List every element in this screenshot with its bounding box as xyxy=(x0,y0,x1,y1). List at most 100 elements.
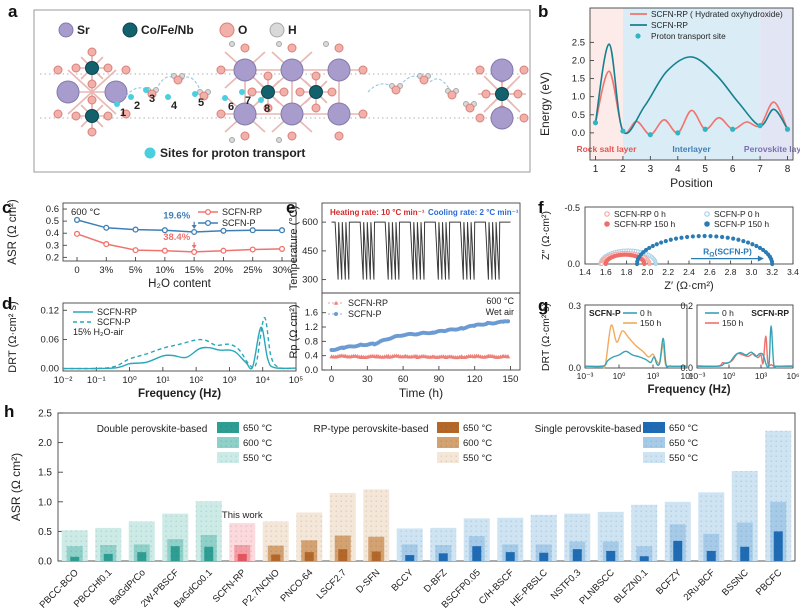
impedance-point xyxy=(654,242,659,247)
impedance-point xyxy=(725,235,730,240)
proton-site-dot xyxy=(192,91,198,97)
x-tick: 2.6 xyxy=(704,267,716,277)
legend-label: Proton transport site xyxy=(651,31,726,41)
x-tick: 10⁶ xyxy=(681,371,694,381)
legend-temp-label: 550 °C xyxy=(243,453,272,464)
legend-label: 150 h xyxy=(722,318,744,328)
oxygen-atom xyxy=(71,63,81,73)
x-tick: 10⁰ xyxy=(613,371,626,381)
panel-label-e: e xyxy=(286,198,296,217)
x-axis-label: H₂O content xyxy=(148,278,211,290)
oxygen-atom xyxy=(53,65,63,75)
hydrogen-atom xyxy=(276,137,282,143)
sr-atom xyxy=(490,58,514,82)
x-axis-label: Frequency (Hz) xyxy=(647,384,730,396)
x-tick: 90 xyxy=(434,374,445,385)
x-tick: 3.2 xyxy=(766,267,778,277)
proton-site-dot xyxy=(239,89,245,95)
oxygen-atom xyxy=(295,87,305,97)
panel-label-h: h xyxy=(4,402,15,421)
bar-category-label: 2Ru-BCF xyxy=(682,567,718,603)
co/fe/nb-legend-swatch xyxy=(122,22,138,38)
panel-label-g: g xyxy=(538,296,549,315)
site-number: 4 xyxy=(171,100,178,112)
legend-temp-label: 650 °C xyxy=(243,423,272,434)
oxygen-atom xyxy=(87,47,97,57)
y-tick: 0.4 xyxy=(46,228,59,239)
x-tick: 10³ xyxy=(223,375,237,386)
panel-b: b Rock salt layer Interlayer Perovskite la… xyxy=(535,0,800,195)
x-tick: 10⁰ xyxy=(122,375,137,386)
y-tick: 0.5 xyxy=(572,110,585,121)
y-tick: 0.0 xyxy=(38,557,52,568)
oxygen-atom xyxy=(87,95,97,105)
oxygen-atom xyxy=(358,65,368,75)
y-tick: 2.0 xyxy=(38,438,52,449)
plot-frame xyxy=(321,292,521,371)
x-tick: 3.0 xyxy=(745,267,757,277)
legend-temp-label: 550 °C xyxy=(463,453,492,464)
x-axis-label: Frequency (Hz) xyxy=(138,388,221,400)
sr-atom xyxy=(233,102,257,126)
x-axis-label: Z′ (Ω·cm²) xyxy=(664,280,713,292)
legend-label: SCFN-P 150 h xyxy=(714,219,769,229)
series-150-h xyxy=(696,335,794,368)
o-legend-swatch xyxy=(219,22,235,38)
y-axis-label-temperature: Temperature (°C) xyxy=(288,206,300,290)
x-tick: 10⁻¹ xyxy=(87,375,106,386)
y-tick: 450 xyxy=(302,246,318,257)
series-scfn-p xyxy=(76,219,282,233)
legend-temp-label: 600 °C xyxy=(243,438,272,449)
panel-g: g 0.3 0.0 10⁻³ 10⁰ 10³ 10⁶ 0 h 150 h SCFN-P 0.2 0.… xyxy=(535,295,800,400)
legend-temp-label: 550 °C xyxy=(669,453,698,464)
panel-c-asr-chart: 0.20.30.40.50.6 0 3% 5% 10% 15% 20% 25% 30% H₂O c… xyxy=(7,199,297,290)
y-tick: 1.0 xyxy=(572,92,585,103)
x-tick: 2.0 xyxy=(641,267,653,277)
legend-label: SCFN-RP xyxy=(651,20,688,30)
legend-temp-label: 650 °C xyxy=(669,438,698,449)
impedance-point xyxy=(708,234,713,239)
proton-site-dot xyxy=(114,101,120,107)
oxygen-atom xyxy=(513,89,523,99)
region-label: Rock salt layer xyxy=(576,144,637,154)
oxygen-atom xyxy=(465,103,475,113)
panel-a: a 1 2 3 4 5 6 7 8 Sr Co/Fe/Nb O H Sites for proton t… xyxy=(0,0,535,195)
site-number: 1 xyxy=(120,107,126,119)
bar-category-label: PNCO-64 xyxy=(278,567,315,604)
atom-legend-label: Sr xyxy=(77,23,90,37)
panel-label-f: f xyxy=(538,198,544,217)
plot-frame xyxy=(62,302,297,372)
impedance-point xyxy=(599,261,604,267)
bar-category-label: LSCF2.7 xyxy=(315,567,349,601)
region-band xyxy=(760,8,793,160)
x-tick: 0 xyxy=(74,265,79,276)
bar-category-label: PLNBSCC xyxy=(577,567,617,607)
panel-b-energy-chart: Rock salt layer Interlayer Perovskite laye… xyxy=(538,7,800,190)
bar-category-label: BCCY xyxy=(389,567,416,594)
series-scfn-rp xyxy=(594,43,789,135)
y-tick: 0.2 xyxy=(46,252,59,263)
panel-h: h 0.0 0.5 1.0 1.5 2.0 2.5 ASR (Ω cm²) PBCC-BCO P… xyxy=(0,400,800,611)
y-tick: 0.5 xyxy=(38,527,52,538)
sites-legend-label: Sites for proton transport xyxy=(160,146,305,160)
panel-d-drt-chart: 0.00 0.06 0.12 10⁻² 10⁻¹ 10⁰ 10¹ 10² 10³ 10⁴ 10⁵ Fr… xyxy=(7,301,303,400)
y-tick: 1.6 xyxy=(305,308,318,319)
y-tick: 0.2 xyxy=(680,301,693,311)
legend-label: SCFN-P xyxy=(222,218,256,228)
impedance-point xyxy=(750,242,755,247)
x-tick: 8 xyxy=(785,164,791,175)
atom-legend-label: Co/Fe/Nb xyxy=(141,23,194,37)
oxygen-atom xyxy=(216,65,226,75)
sr-legend-swatch xyxy=(58,22,74,38)
panel-label-d: d xyxy=(2,294,13,313)
oxygen-atom xyxy=(419,75,429,85)
atom-legend-label: O xyxy=(238,23,247,37)
x-tick: 10⁶ xyxy=(787,371,800,381)
this-work-label: This work xyxy=(222,510,263,521)
x-tick: 5 xyxy=(702,164,708,175)
x-tick: 2.4 xyxy=(683,267,695,277)
oxygen-atom xyxy=(247,87,257,97)
proton-site-point xyxy=(647,132,653,138)
oxygen-atom xyxy=(334,131,344,141)
